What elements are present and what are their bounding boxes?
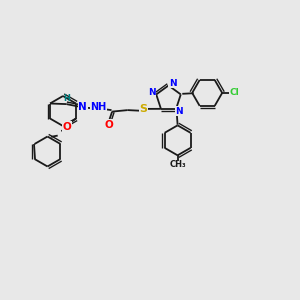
- Text: N: N: [78, 101, 87, 112]
- Text: N: N: [175, 107, 183, 116]
- Text: O: O: [104, 120, 113, 130]
- Text: NH: NH: [90, 102, 106, 112]
- Text: CH₃: CH₃: [169, 160, 186, 169]
- Text: N: N: [169, 79, 176, 88]
- Text: H: H: [64, 94, 70, 103]
- Text: N: N: [148, 88, 156, 98]
- Text: Cl: Cl: [230, 88, 240, 98]
- Text: S: S: [139, 104, 147, 115]
- Text: O: O: [63, 122, 72, 132]
